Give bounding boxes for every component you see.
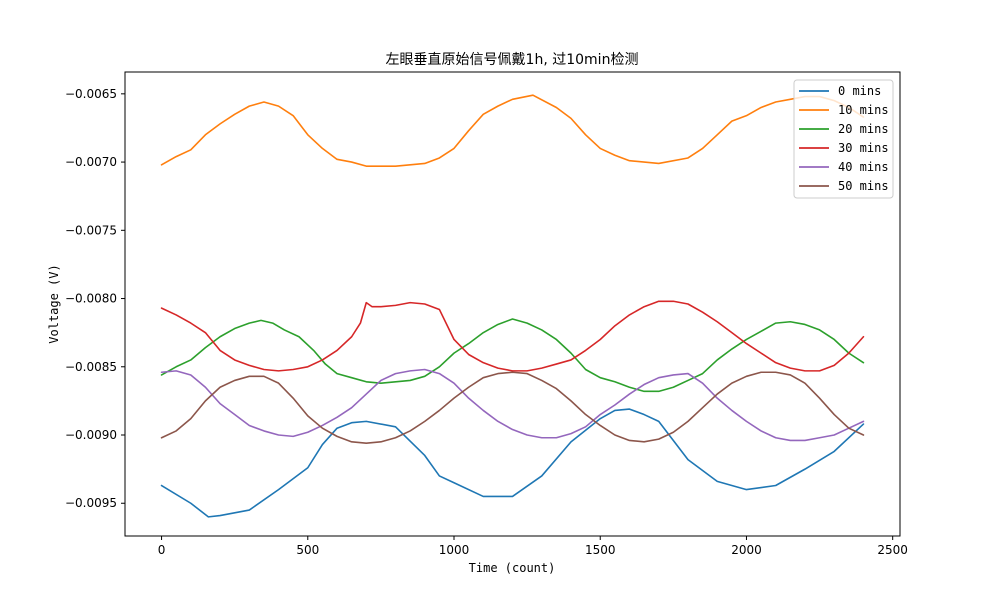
x-tick-label: 2500 [877,543,908,557]
y-tick-label: −0.0075 [65,223,117,237]
legend-label-0: 0 mins [838,84,881,98]
legend: 0 mins 10 mins 20 mins 30 mins 40 mins 50 min… [793,79,894,199]
x-tick-label: 1500 [585,543,616,557]
series-line-0 [160,408,865,518]
series-line-4 [160,368,865,442]
y-axis-label: Voltage (V) [47,264,61,343]
legend-label-2: 20 mins [838,122,889,136]
series-line-1 [160,94,865,167]
y-tick-label: −0.0080 [65,292,117,306]
legend-label-5: 50 mins [838,179,889,193]
y-axis: −0.0065 −0.0070 −0.0075 −0.0080 −0.0085 −0.00… [65,87,125,510]
legend-label-1: 10 mins [838,103,889,117]
legend-label-4: 40 mins [838,160,889,174]
chart-title: 左眼垂直原始信号佩戴1h, 过10min检测 [386,51,639,68]
series-layer [160,94,865,518]
plot-frame [124,71,901,537]
series-line-5 [160,371,865,444]
y-tick-label: −0.0085 [65,360,117,374]
x-tick-label: 1000 [439,543,470,557]
y-tick-label: −0.0070 [65,155,117,169]
series-line-3 [160,300,865,372]
x-axis-label: Time (count) [469,561,556,575]
y-tick-label: −0.0095 [65,496,117,510]
x-tick-label: 500 [296,543,319,557]
y-tick-label: −0.0065 [65,87,117,101]
legend-label-3: 30 mins [838,141,889,155]
x-tick-label: 0 [158,543,166,557]
y-tick-label: −0.0090 [65,428,117,442]
x-tick-label: 2000 [731,543,762,557]
x-axis: 0 500 1000 1500 2000 2500 [158,536,908,557]
